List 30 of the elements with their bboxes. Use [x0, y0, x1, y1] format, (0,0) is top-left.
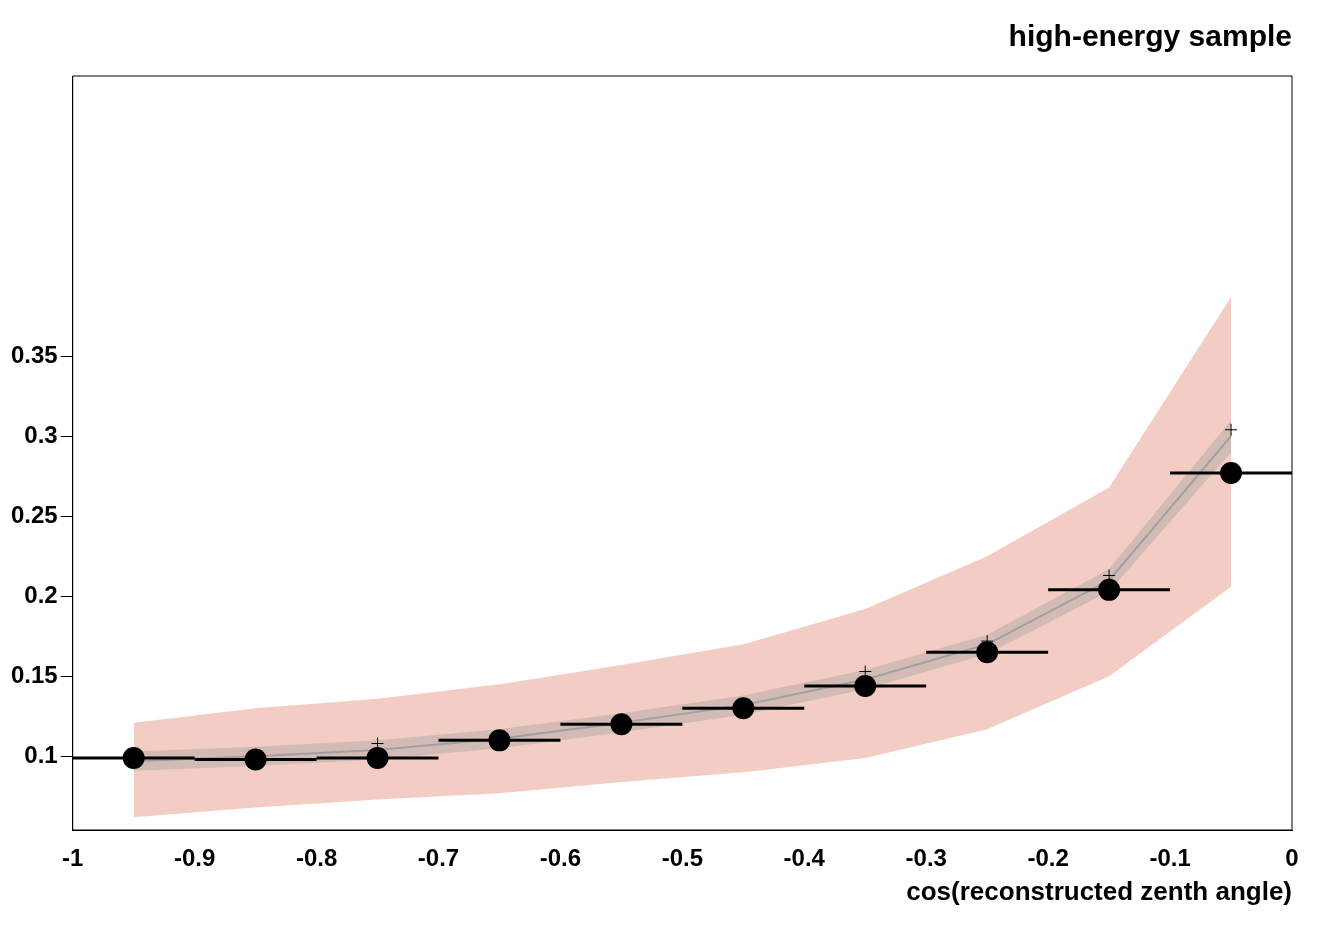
point: [854, 674, 877, 697]
x-tick-label: -0.4: [783, 844, 826, 872]
point: [366, 746, 389, 769]
x-tick-label: -1: [62, 844, 84, 872]
point: [976, 641, 999, 664]
point: [244, 748, 267, 771]
point: [1098, 578, 1121, 601]
x-tick-label: -0.3: [905, 844, 947, 872]
y-tick-label: 0.35: [10, 340, 58, 368]
point: [1220, 462, 1243, 485]
y-tick-label: 0.15: [10, 660, 58, 688]
point: [610, 713, 633, 736]
y-tick-label: 0.25: [10, 500, 58, 528]
x-tick-label: -0.1: [1149, 844, 1191, 872]
x-tick-label: -0.8: [295, 844, 338, 872]
x-tick-label: 0: [1285, 844, 1299, 872]
x-tick-label: -0.7: [417, 844, 460, 872]
chart-title: high-energy sample: [1008, 19, 1292, 53]
x-axis-title: cos(reconstructed zenth angle): [906, 875, 1292, 906]
x-tick-label: -0.9: [173, 844, 216, 872]
x-tick-label: -0.2: [1027, 844, 1069, 872]
point: [1224, 423, 1238, 437]
y-tick-label: 0.1: [24, 740, 58, 768]
y-tick-label: 0.3: [24, 420, 58, 448]
point: [122, 746, 145, 769]
point: [488, 729, 511, 752]
y-tick-label: 0.2: [24, 580, 58, 608]
x-tick-label: -0.6: [539, 844, 582, 872]
point: [732, 697, 755, 720]
x-tick-label: -0.5: [661, 844, 704, 872]
